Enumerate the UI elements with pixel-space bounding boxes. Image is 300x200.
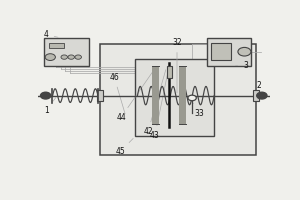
Bar: [253, 90, 259, 101]
Bar: [100, 44, 256, 155]
Bar: [98, 90, 103, 101]
Bar: [182, 66, 186, 124]
Text: 32: 32: [172, 38, 182, 93]
Text: 45: 45: [115, 138, 133, 156]
Bar: [152, 66, 156, 124]
Bar: [207, 38, 251, 66]
Text: 46: 46: [110, 73, 125, 114]
Bar: [212, 43, 231, 60]
Text: 2: 2: [256, 81, 261, 98]
Text: 3: 3: [236, 61, 248, 70]
Text: 42: 42: [143, 70, 166, 136]
Circle shape: [188, 95, 196, 101]
Circle shape: [75, 55, 81, 59]
Text: 43: 43: [150, 70, 168, 140]
Text: 33: 33: [194, 103, 204, 118]
Text: 1: 1: [44, 98, 56, 115]
Bar: [49, 43, 64, 48]
Circle shape: [40, 92, 51, 99]
Text: 44: 44: [116, 72, 152, 122]
Text: 4: 4: [44, 30, 58, 39]
Circle shape: [68, 55, 74, 59]
Circle shape: [238, 47, 251, 56]
Circle shape: [61, 55, 68, 59]
Bar: [44, 38, 89, 66]
Bar: [135, 59, 214, 136]
Bar: [167, 66, 172, 78]
Circle shape: [257, 92, 267, 99]
Bar: [155, 66, 159, 124]
Circle shape: [45, 54, 56, 60]
Bar: [178, 66, 182, 124]
